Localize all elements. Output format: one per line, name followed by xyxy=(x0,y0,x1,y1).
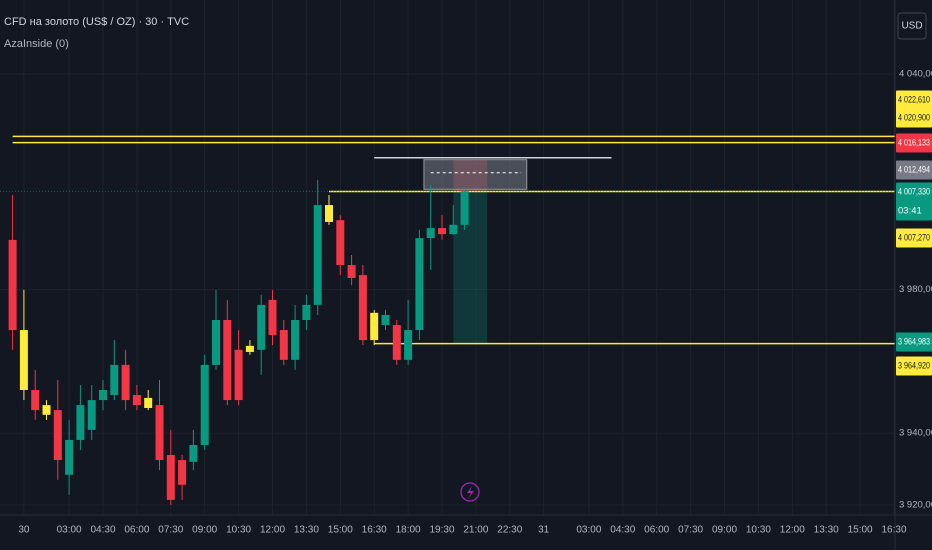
candle-body xyxy=(370,312,379,341)
price-label-box xyxy=(896,133,932,153)
candle-body xyxy=(155,405,164,461)
candle-body xyxy=(99,390,107,401)
symbol-title: CFD на золото (US$ / OZ) · 30 · TVC xyxy=(4,16,189,28)
candle-body xyxy=(257,304,266,350)
candle-body xyxy=(347,265,356,278)
countdown: 03:41 xyxy=(898,206,922,217)
candle-body xyxy=(404,330,413,360)
alert-icon[interactable] xyxy=(460,482,480,502)
profit-zone xyxy=(453,191,488,344)
candle-body xyxy=(65,439,74,475)
x-tick-label: 22:30 xyxy=(497,525,522,536)
candle-body xyxy=(189,444,198,462)
candle-body xyxy=(245,345,254,352)
candle-body xyxy=(144,397,153,408)
x-tick-label: 07:30 xyxy=(158,525,183,536)
x-tick-label: 15:00 xyxy=(848,525,873,536)
price-label: 4 022,610 xyxy=(898,95,930,106)
price-label-box xyxy=(896,90,932,110)
currency-label[interactable]: USD xyxy=(901,21,922,32)
price-label-box xyxy=(896,356,932,376)
candle-body xyxy=(8,239,17,331)
candle-body xyxy=(325,205,333,222)
x-tick-label: 31 xyxy=(538,525,550,536)
candle-body xyxy=(291,319,300,360)
candle-body xyxy=(336,220,345,266)
candle-body xyxy=(302,304,311,320)
candle-body xyxy=(426,228,435,239)
candle-body xyxy=(121,364,130,401)
price-label-box xyxy=(896,332,932,352)
x-tick-label: 19:30 xyxy=(429,525,454,536)
candle-body xyxy=(132,395,141,406)
currency-button[interactable] xyxy=(897,12,927,40)
candle-body xyxy=(313,205,322,305)
candle-body xyxy=(76,405,85,440)
x-tick-label: 04:30 xyxy=(90,525,115,536)
x-tick-label: 13:30 xyxy=(814,525,839,536)
y-tick-label: 4 040,000 xyxy=(899,68,932,79)
y-tick-label: 3 940,000 xyxy=(899,428,932,439)
candle-body xyxy=(19,330,28,391)
x-tick-label: 13:30 xyxy=(294,525,319,536)
price-label-box xyxy=(896,182,932,221)
x-tick-label: 21:00 xyxy=(463,525,488,536)
candle-body xyxy=(234,349,243,401)
x-tick-label: 16:30 xyxy=(881,525,906,536)
price-label-box xyxy=(896,228,932,248)
range-box xyxy=(423,159,528,190)
price-label: 3 964,920 xyxy=(898,361,930,372)
candle-body xyxy=(279,330,288,360)
x-tick-label: 30 xyxy=(18,525,30,536)
x-tick-label: 04:30 xyxy=(610,525,635,536)
x-tick-label: 12:00 xyxy=(780,525,805,536)
candle-body xyxy=(166,455,175,500)
candle-body xyxy=(460,191,469,225)
candle-body xyxy=(42,405,51,415)
candle-body xyxy=(31,390,40,411)
y-tick-label: 3 980,000 xyxy=(899,284,932,295)
x-tick-label: 03:00 xyxy=(57,525,82,536)
x-tick-label: 15:00 xyxy=(328,525,353,536)
x-tick-label: 03:00 xyxy=(576,525,601,536)
price-label-box xyxy=(896,108,932,128)
price-label: 4 012,494 xyxy=(898,165,930,176)
candle-body xyxy=(178,460,187,485)
candle-body xyxy=(438,228,446,235)
price-label: 3 964,983 xyxy=(898,337,930,348)
indicator-title: AzaInside (0) xyxy=(4,38,69,50)
x-tick-label: 10:30 xyxy=(226,525,251,536)
x-tick-label: 07:30 xyxy=(678,525,703,536)
x-tick-label: 12:00 xyxy=(260,525,285,536)
x-tick-label: 16:30 xyxy=(362,525,387,536)
candle-body xyxy=(268,299,277,336)
price-label: 4 007,330 xyxy=(898,187,930,198)
candle-body xyxy=(449,224,458,235)
price-label: 4 020,900 xyxy=(898,113,930,124)
x-tick-label: 06:00 xyxy=(644,525,669,536)
x-tick-label: 06:00 xyxy=(124,525,149,536)
candle-body xyxy=(415,238,424,331)
candle-body xyxy=(358,275,367,341)
candle-body xyxy=(53,410,62,461)
candle-body xyxy=(392,325,401,360)
y-tick-label: 3 920,000 xyxy=(899,499,932,510)
candle-body xyxy=(200,364,209,445)
candle-body xyxy=(381,314,390,326)
candle-body xyxy=(110,364,119,396)
price-label: 4 007,270 xyxy=(898,233,930,244)
x-tick-label: 09:00 xyxy=(192,525,217,536)
x-tick-label: 10:30 xyxy=(746,525,771,536)
price-label-box xyxy=(896,160,932,180)
candle-body xyxy=(212,319,220,365)
candle-body xyxy=(87,400,96,430)
price-label: 4 016,133 xyxy=(898,138,930,149)
candle-body xyxy=(223,319,232,401)
x-tick-label: 18:00 xyxy=(396,525,421,536)
x-tick-label: 09:00 xyxy=(712,525,737,536)
